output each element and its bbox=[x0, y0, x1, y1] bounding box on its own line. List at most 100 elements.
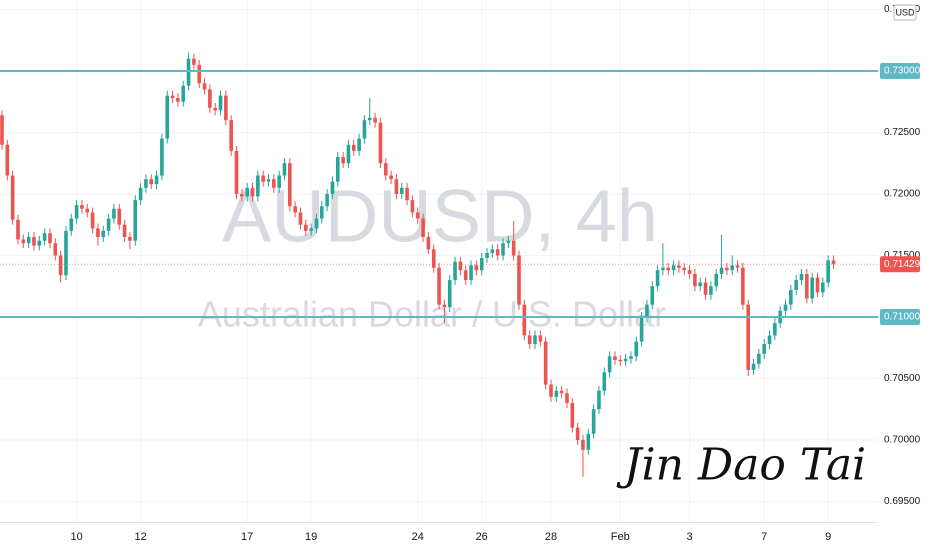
candle-body bbox=[272, 179, 276, 188]
candle-body bbox=[645, 304, 649, 317]
candle-body bbox=[474, 265, 479, 271]
candle-body bbox=[650, 286, 655, 305]
candle-body bbox=[197, 64, 202, 84]
candle-body bbox=[437, 267, 441, 305]
x-tick-label: 17 bbox=[241, 531, 253, 543]
candle-body bbox=[639, 316, 644, 342]
candle-body bbox=[218, 95, 223, 111]
x-tick-label: 9 bbox=[825, 531, 831, 543]
y-tick-label: 0.70000 bbox=[884, 435, 921, 446]
candle-body bbox=[714, 273, 719, 287]
candle-body bbox=[730, 265, 735, 271]
candle-body bbox=[751, 363, 756, 370]
candle-body bbox=[335, 157, 340, 182]
currency-label: USD bbox=[895, 7, 915, 17]
candle-body bbox=[783, 304, 788, 311]
candle-body bbox=[288, 163, 292, 207]
level-price-label: 0.73000 bbox=[884, 66, 921, 77]
x-tick-label: 26 bbox=[476, 531, 488, 543]
candle-body bbox=[304, 224, 308, 231]
candle-body bbox=[399, 187, 404, 194]
candle-body bbox=[666, 267, 671, 271]
candle-body bbox=[261, 175, 265, 182]
x-tick-label: 7 bbox=[761, 531, 767, 543]
candle-body bbox=[613, 356, 617, 361]
level-price-tag bbox=[880, 62, 920, 79]
candle-body bbox=[447, 280, 452, 308]
candles bbox=[0, 52, 878, 477]
candle-body bbox=[469, 265, 473, 281]
candle-body bbox=[69, 218, 74, 231]
candle-body bbox=[682, 267, 687, 271]
candle-body bbox=[463, 270, 468, 281]
candle-body bbox=[773, 323, 777, 336]
candle-body bbox=[186, 58, 191, 86]
candle-body bbox=[543, 341, 548, 385]
candle-body bbox=[677, 265, 681, 268]
candle-body bbox=[5, 144, 10, 176]
candle-body bbox=[133, 200, 138, 241]
y-tick-label: 0.69500 bbox=[884, 496, 921, 507]
candle-body bbox=[549, 384, 553, 397]
candle-body bbox=[208, 89, 212, 108]
candle-body bbox=[144, 179, 148, 188]
y-tick-label: 0.71500 bbox=[884, 250, 921, 261]
candle-body bbox=[815, 277, 820, 293]
candle-body bbox=[240, 193, 244, 197]
candle-body bbox=[224, 95, 228, 121]
candle-body bbox=[725, 267, 729, 271]
candle-body bbox=[170, 95, 175, 99]
signature: Jin Dao Tai bbox=[616, 440, 866, 491]
candle-body bbox=[10, 175, 15, 220]
candle-body bbox=[165, 95, 170, 139]
x-tick-label: 28 bbox=[545, 531, 557, 543]
candle-body bbox=[511, 240, 516, 256]
grid bbox=[0, 0, 878, 522]
candle-body bbox=[298, 212, 303, 225]
candle-body bbox=[501, 243, 505, 256]
candle-body bbox=[405, 187, 409, 201]
candle-body bbox=[245, 187, 249, 197]
watermark-title: AUDUSD, 4h bbox=[222, 175, 658, 258]
candle-body bbox=[485, 253, 489, 258]
candle-body bbox=[698, 282, 703, 287]
candle-body bbox=[661, 267, 665, 271]
candle-body bbox=[479, 257, 484, 271]
candle-body bbox=[522, 304, 527, 336]
candle-body bbox=[570, 403, 575, 428]
candle-body bbox=[602, 372, 607, 391]
candle-body bbox=[293, 206, 297, 213]
candle-body bbox=[362, 120, 367, 139]
candle-body bbox=[538, 335, 543, 342]
candle-body bbox=[805, 273, 809, 299]
candle-body bbox=[389, 175, 393, 180]
level-price-tag bbox=[880, 308, 920, 325]
candle-body bbox=[421, 218, 425, 238]
candle-body bbox=[671, 265, 676, 271]
candle-body bbox=[277, 175, 281, 188]
x-tick-label: 24 bbox=[412, 531, 424, 543]
currency-badge[interactable] bbox=[893, 4, 917, 21]
candle-body bbox=[527, 335, 532, 345]
candle-body bbox=[378, 122, 383, 164]
candle-body bbox=[48, 233, 52, 244]
candle-body bbox=[346, 144, 351, 164]
candle-body bbox=[741, 267, 745, 305]
level-price-label: 0.71000 bbox=[884, 312, 921, 323]
candle-body bbox=[373, 117, 377, 123]
candle-body bbox=[96, 228, 100, 238]
candle-body bbox=[80, 205, 84, 209]
candle-body bbox=[799, 273, 804, 281]
candle-body bbox=[746, 304, 750, 370]
candle-body bbox=[53, 243, 58, 256]
candle-body bbox=[757, 353, 761, 364]
candle-body bbox=[581, 439, 585, 450]
candle-body bbox=[517, 255, 521, 305]
candle-body bbox=[554, 390, 559, 397]
candle-body bbox=[431, 249, 436, 268]
candle-body bbox=[591, 409, 596, 434]
candle-body bbox=[623, 358, 628, 362]
candle-body bbox=[565, 393, 569, 404]
x-tick-label: 3 bbox=[687, 531, 693, 543]
